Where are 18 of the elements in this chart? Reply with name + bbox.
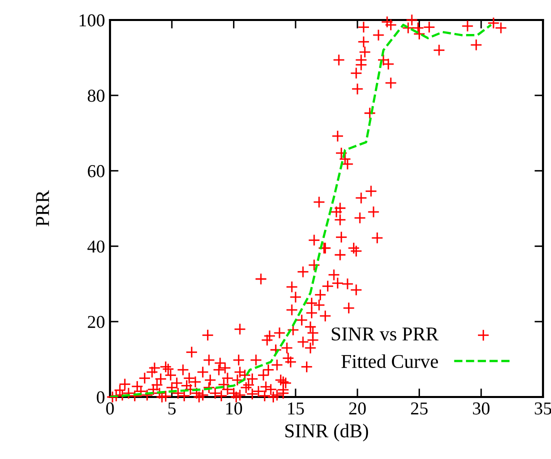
x-tick-label: 20 (349, 402, 366, 415)
x-tick-label: 5 (168, 402, 176, 415)
x-tick-label: 10 (226, 402, 242, 415)
x-tick-label: 15 (288, 402, 304, 415)
x-tick-label: 25 (411, 402, 428, 415)
x-tick-label: 30 (472, 402, 490, 415)
legend-label: Fitted Curve (341, 354, 438, 368)
x-tick-label: 35 (534, 402, 551, 415)
y-axis-title: PRR (36, 190, 49, 226)
legend-label: SINR vs PRR (332, 327, 439, 341)
x-tick-label: 0 (106, 402, 114, 415)
x-axis-title: SINR (dB) (285, 424, 368, 442)
y-tick-label: 80 (88, 90, 104, 102)
y-tick-label: 40 (87, 240, 104, 253)
y-tick-label: 60 (88, 165, 104, 178)
y-tick-label: 20 (88, 316, 104, 328)
y-tick-label: 0 (96, 391, 104, 404)
y-tick-label: 100 (80, 14, 104, 26)
